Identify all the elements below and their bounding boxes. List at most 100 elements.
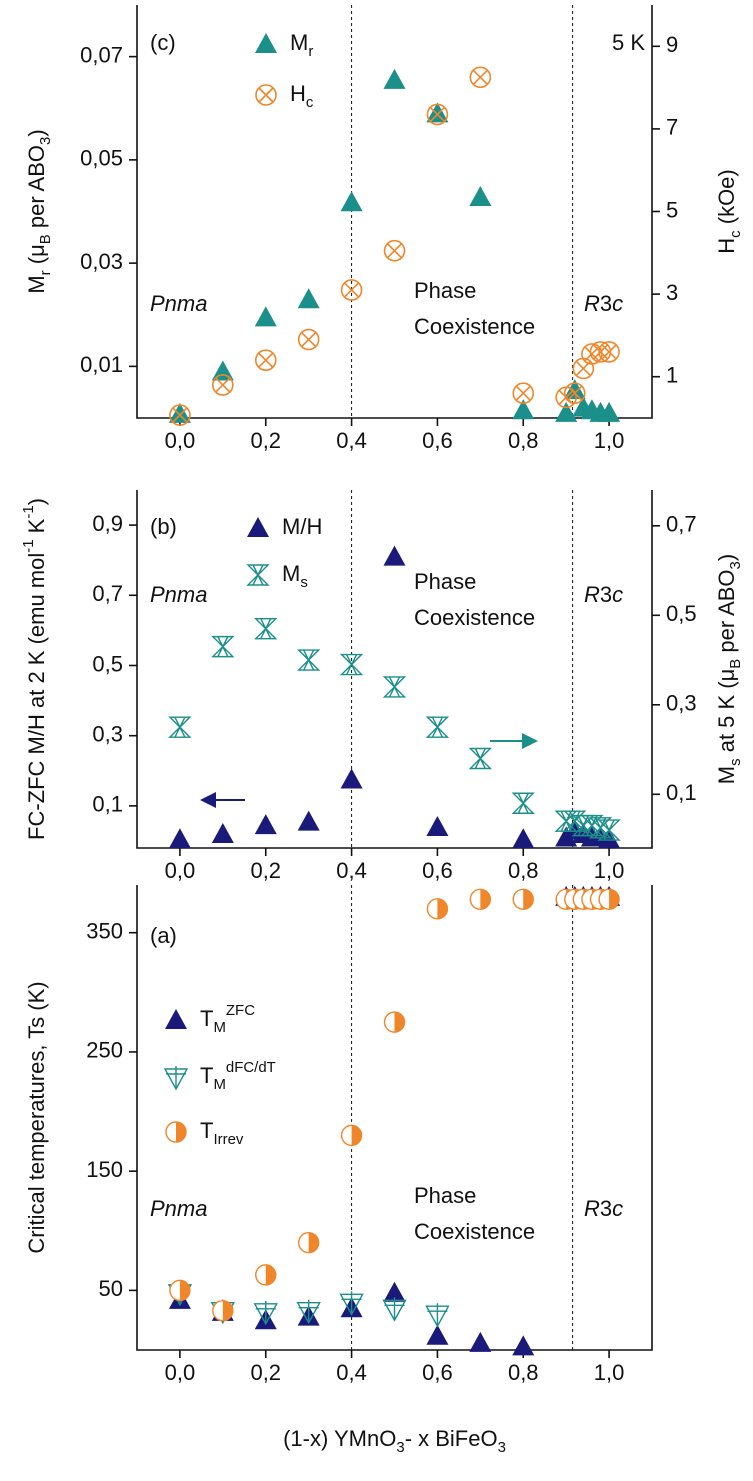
- x-tick-label: 0,4: [336, 1360, 367, 1385]
- text-part: r: [37, 270, 54, 275]
- marker-shape: [168, 716, 192, 738]
- x-tick-label: 0,2: [250, 858, 281, 883]
- data-point: [425, 1303, 450, 1328]
- text-part: K: [24, 518, 49, 539]
- x-tick-label: 0,2: [250, 428, 281, 453]
- marker-shape: [344, 282, 360, 298]
- phase-label: Pnma: [150, 1196, 207, 1221]
- phase-label: Phase: [414, 1183, 476, 1208]
- marker-shape: [563, 382, 586, 405]
- x-tick-label: 0,8: [508, 1360, 539, 1385]
- marker-shape: [298, 1299, 319, 1323]
- y-tick-label: 0,3: [92, 721, 123, 746]
- marker-shape: [429, 106, 445, 123]
- data-point: [597, 819, 621, 841]
- text-part: per ABO: [24, 145, 49, 234]
- axis-frame: [136, 490, 653, 849]
- text-part: H: [290, 81, 306, 106]
- text-part: c: [306, 94, 314, 111]
- marker-shape: [255, 1300, 276, 1324]
- legend-label: TMZFC: [200, 1002, 255, 1036]
- legend-label: TIrrev: [200, 1118, 244, 1149]
- data-point: [340, 191, 363, 212]
- axis-frame: [136, 885, 653, 1351]
- y-tick-label: 0,5: [92, 651, 123, 676]
- data-point: [254, 306, 277, 327]
- marker-shape: [512, 382, 535, 405]
- marker-shape: [339, 653, 364, 676]
- marker-shape: [383, 545, 406, 566]
- data-point: [383, 545, 406, 566]
- marker: [246, 564, 270, 586]
- x-tick-label: 0,4: [336, 428, 367, 453]
- text-part: ): [24, 129, 49, 136]
- marker: [255, 33, 277, 53]
- text-part: dFC/dT: [226, 1059, 276, 1076]
- data-point: [211, 635, 235, 658]
- data-point: [212, 1299, 234, 1322]
- text-part: -1: [20, 505, 37, 518]
- data-point: [169, 1279, 191, 1302]
- marker-shape: [308, 1232, 319, 1253]
- y-tick-label: 250: [86, 1038, 123, 1063]
- x-axis-label: (1-x) YMnO3- x BiFeO3: [283, 1426, 506, 1457]
- text-part: (μ: [24, 244, 49, 270]
- marker: [165, 1121, 187, 1143]
- data-point: [383, 68, 406, 89]
- data-point: [212, 374, 234, 396]
- text-part: M: [714, 766, 739, 784]
- text-part: 3: [37, 137, 54, 145]
- marker-shape: [472, 69, 488, 85]
- phase-label: R3c: [584, 291, 623, 316]
- x-tick-label: 0,4: [336, 858, 367, 883]
- text-part: M: [213, 1019, 225, 1036]
- marker-shape: [297, 288, 320, 309]
- data-point: [426, 815, 449, 836]
- marker-shape: [297, 810, 320, 831]
- marker-shape: [425, 716, 450, 738]
- phase-label: Coexistence: [414, 314, 535, 339]
- data-point: [512, 399, 535, 420]
- marker-shape: [169, 404, 191, 426]
- x-tick-label: 0,6: [422, 858, 453, 883]
- marker-shape: [254, 306, 277, 327]
- data-point: [297, 1231, 320, 1254]
- phase-label: R3c: [584, 582, 623, 607]
- data-point: [563, 382, 586, 405]
- data-point: [469, 888, 492, 911]
- marker-shape: [515, 385, 531, 401]
- data-point: [572, 357, 595, 380]
- data-point: [468, 747, 493, 770]
- marker-shape: [609, 889, 620, 910]
- x-tick-label: 0,0: [165, 1360, 196, 1385]
- marker-shape: [480, 889, 491, 910]
- text-part: 3: [600, 1196, 612, 1221]
- y2-tick-label: 9: [666, 32, 678, 57]
- text-part: ): [714, 554, 739, 561]
- data-point: [383, 1281, 406, 1302]
- marker-shape: [166, 1066, 186, 1089]
- text-part: R: [584, 1196, 600, 1221]
- y2-tick-label: 0,5: [666, 601, 697, 626]
- data-point: [254, 618, 278, 640]
- text-part: (1-x) YMnO: [283, 1426, 396, 1451]
- marker-shape: [265, 1264, 276, 1285]
- data-point: [168, 716, 192, 738]
- axis-frame: [136, 5, 653, 419]
- marker-shape: [168, 402, 191, 423]
- marker-shape: [246, 564, 270, 586]
- marker-shape: [512, 828, 535, 849]
- data-point: [382, 1297, 407, 1322]
- data-point: [340, 768, 363, 789]
- marker: [255, 84, 277, 106]
- x-tick-label: 1,0: [594, 1360, 625, 1385]
- marker-shape: [512, 1335, 535, 1356]
- data-point: [426, 1324, 449, 1345]
- x-tick-label: 0,2: [250, 1360, 281, 1385]
- text-part: 3: [396, 1439, 404, 1456]
- marker-shape: [301, 331, 317, 348]
- legend-label: Hc: [290, 81, 314, 112]
- text-part: M: [213, 1076, 225, 1093]
- text-part: Pnma: [150, 582, 207, 607]
- panel-label: (b): [150, 514, 177, 539]
